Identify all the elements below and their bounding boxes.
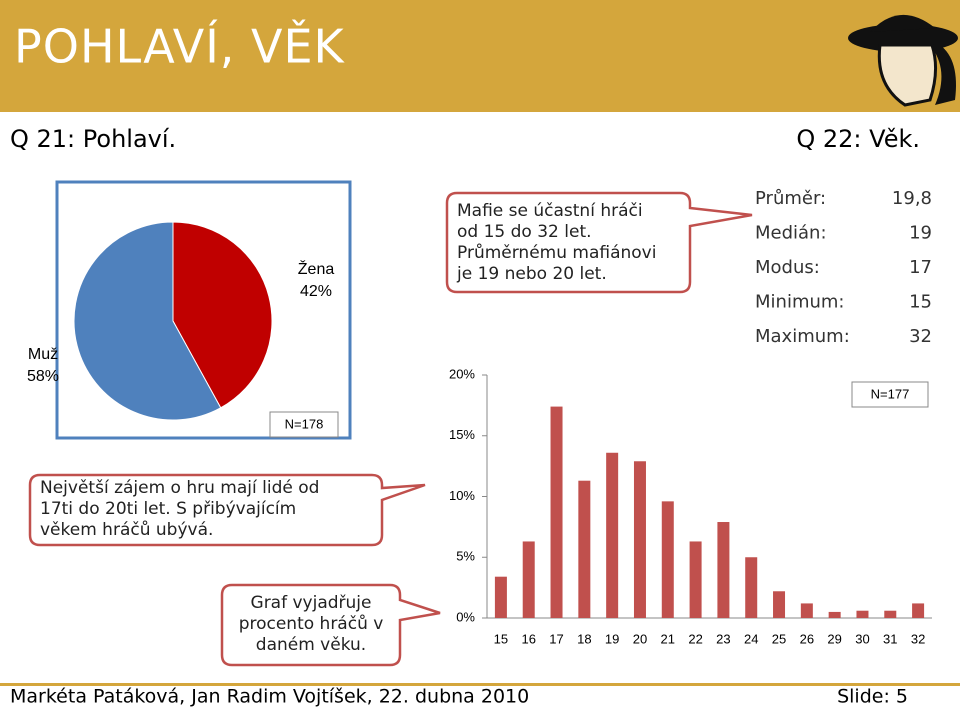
x-tick-label: 21: [661, 631, 675, 646]
portrait-icon: [848, 14, 958, 107]
callout-line: 17ti do 20ti let. S přibývajícím: [40, 499, 296, 519]
annotation-box: [851, 381, 929, 408]
bar: [745, 557, 758, 618]
stat-label: Průměr:: [755, 188, 826, 209]
bar: [494, 576, 507, 618]
bar: [550, 406, 563, 618]
bar: [800, 603, 813, 618]
callout-bubble: [445, 191, 753, 294]
x-tick-label: 18: [577, 631, 591, 646]
footer-rule: [0, 683, 960, 686]
stat-label: Maximum:: [755, 326, 850, 347]
slice-label: Žena: [298, 259, 335, 278]
x-tick-label: 32: [911, 631, 925, 646]
x-tick-label: 16: [521, 631, 535, 646]
x-tick-label: 31: [883, 631, 897, 646]
bar: [773, 591, 786, 618]
annotation: N=177: [871, 386, 910, 401]
y-tick-label: 15%: [449, 427, 475, 442]
bar: [689, 541, 702, 618]
header-band: [0, 0, 960, 112]
stat-value: 15: [909, 292, 932, 313]
bar: [717, 522, 730, 618]
stat-value: 32: [909, 326, 932, 347]
stat-value: 19: [909, 223, 932, 244]
x-tick-label: 25: [772, 631, 786, 646]
stat-label: Modus:: [755, 257, 820, 278]
bar: [828, 611, 841, 618]
stat-value: 17: [909, 257, 932, 278]
stat-label: Medián:: [755, 223, 827, 244]
slice-value: 58%: [27, 368, 59, 385]
bar: [884, 610, 897, 618]
y-tick-label: 10%: [449, 488, 475, 503]
question: Q 22: Věk.: [796, 125, 920, 153]
callout-line: od 15 do 32 let.: [457, 222, 592, 242]
slice-value: 42%: [300, 283, 332, 300]
question: Q 21: Pohlaví.: [10, 125, 176, 153]
bar: [661, 501, 674, 618]
callout-line: Největší zájem o hru mají lidé od: [40, 478, 319, 498]
x-tick-label: 19: [605, 631, 619, 646]
stat-label: Minimum:: [755, 292, 844, 313]
bar: [606, 452, 619, 618]
footer-slide: Slide: 5: [837, 686, 908, 708]
x-tick-label: 30: [855, 631, 869, 646]
pie-frame: [55, 180, 352, 440]
x-tick-label: 15: [494, 631, 508, 646]
callout-bubble: [28, 473, 426, 547]
footer-authors: Markéta Patáková, Jan Radim Vojtíšek, 22…: [10, 686, 529, 708]
y-tick-label: 5%: [456, 549, 475, 564]
annotation: N=178: [285, 416, 324, 431]
x-tick-label: 20: [633, 631, 647, 646]
bar: [522, 541, 535, 618]
callout-line: daném věku.: [256, 635, 366, 655]
slide-title: POHLAVÍ, VĚK: [14, 20, 346, 74]
pie-slice: [172, 221, 273, 409]
stat-value: 19,8: [892, 188, 932, 209]
bar: [578, 480, 591, 618]
x-tick-label: 17: [549, 631, 563, 646]
x-tick-label: 29: [827, 631, 841, 646]
bar: [912, 603, 925, 618]
slice-label: Muž: [28, 346, 58, 363]
y-tick-label: 0%: [456, 609, 475, 624]
x-tick-label: 22: [688, 631, 702, 646]
bar: [633, 461, 646, 618]
x-tick-label: 26: [800, 631, 814, 646]
callout-line: Graf vyjadřuje: [251, 593, 372, 613]
callout-line: Průměrnému mafiánovi: [457, 243, 656, 263]
callout-line: je 19 nebo 20 let.: [456, 264, 607, 284]
callout-bubble: [220, 583, 441, 667]
callout-line: Mafie se účastní hráči: [457, 201, 643, 221]
bar: [856, 610, 869, 618]
pie-slice: [73, 221, 222, 421]
y-tick-label: 20%: [449, 366, 475, 381]
callout-line: procento hráčů v: [239, 614, 384, 634]
annotation-box: [269, 411, 339, 438]
x-tick-label: 24: [744, 631, 758, 646]
callout-line: věkem hráčů ubývá.: [40, 520, 213, 540]
x-tick-label: 23: [716, 631, 730, 646]
